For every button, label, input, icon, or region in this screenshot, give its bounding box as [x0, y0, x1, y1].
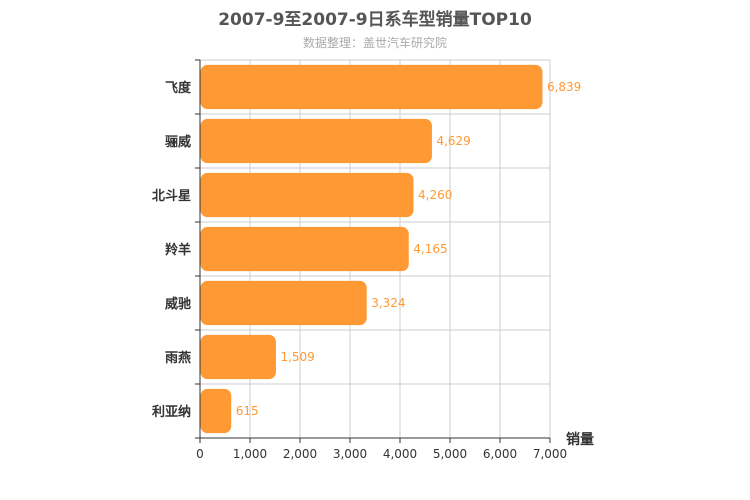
category-label: 威驰 [165, 296, 191, 312]
bar [200, 334, 276, 380]
bar [200, 226, 409, 272]
data-label: 4,629 [436, 134, 470, 148]
x-tick-label: 1,000 [233, 447, 267, 461]
x-tick-label: 5,000 [433, 447, 467, 461]
data-label: 3,324 [371, 296, 405, 310]
data-label: 4,260 [418, 188, 452, 202]
x-tick-label: 0 [196, 447, 204, 461]
data-label: 6,839 [547, 80, 581, 94]
bar [200, 118, 432, 164]
bar [200, 388, 232, 434]
bar [200, 280, 367, 326]
category-label: 羚羊 [165, 242, 191, 258]
bar [200, 64, 543, 110]
x-tick-label: 3,000 [333, 447, 367, 461]
x-tick-label: 4,000 [383, 447, 417, 461]
category-label: 雨燕 [165, 350, 191, 366]
category-label: 北斗星 [152, 189, 191, 204]
x-tick-label: 7,000 [533, 447, 567, 461]
category-label: 利亚纳 [152, 404, 191, 420]
bar [200, 172, 414, 218]
x-axis-title: 销量 [566, 431, 594, 448]
chart-title: 2007-9至2007-9日系车型销量TOP10 [218, 10, 532, 30]
category-label: 飞度 [165, 80, 192, 96]
chart-subtitle: 数据整理：盖世汽车研究院 [302, 36, 447, 50]
category-label: 骊威 [165, 134, 191, 150]
data-label: 4,165 [413, 242, 447, 256]
x-tick-label: 2,000 [283, 447, 317, 461]
x-tick-label: 6,000 [483, 447, 517, 461]
data-label: 615 [236, 404, 259, 418]
data-label: 1,509 [280, 350, 314, 364]
